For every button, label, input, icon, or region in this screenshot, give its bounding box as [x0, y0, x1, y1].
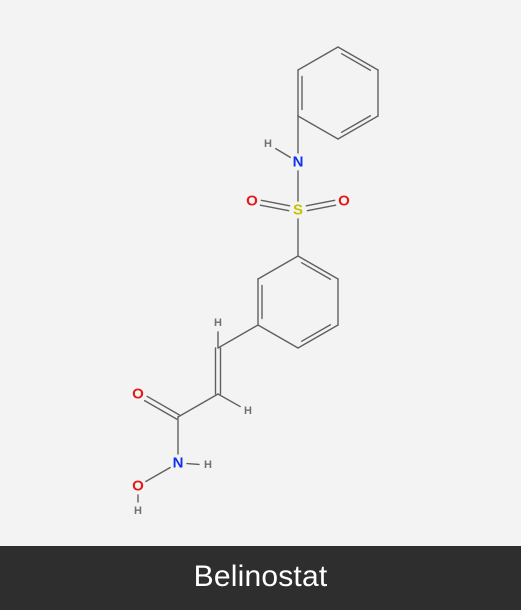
atom-h: H [204, 459, 212, 471]
atom-h: H [134, 505, 142, 517]
atom-o: O [338, 193, 350, 210]
molecule-svg: NHSOOHHONHOH [0, 0, 521, 546]
atom-o: O [246, 193, 258, 210]
atom-h: H [244, 405, 252, 417]
atom-s: S [293, 202, 303, 219]
atom-n: N [293, 154, 304, 171]
atom-n: N [173, 455, 184, 472]
atom-h: H [264, 138, 272, 150]
atom-o: O [132, 386, 144, 403]
molecule-card: NHSOOHHONHOH Belinostat [0, 0, 521, 610]
atom-h: H [214, 317, 222, 329]
compound-name: Belinostat [0, 546, 521, 610]
structure-diagram: NHSOOHHONHOH [0, 0, 521, 546]
atom-o: O [132, 478, 144, 495]
